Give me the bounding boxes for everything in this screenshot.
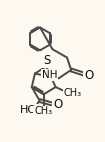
Text: HO: HO <box>20 105 37 115</box>
Text: O: O <box>84 69 93 82</box>
Text: O: O <box>53 98 62 111</box>
Text: CH₃: CH₃ <box>64 88 82 98</box>
Text: CH₃: CH₃ <box>34 106 52 116</box>
Text: S: S <box>43 54 51 67</box>
Text: NH: NH <box>42 70 57 80</box>
